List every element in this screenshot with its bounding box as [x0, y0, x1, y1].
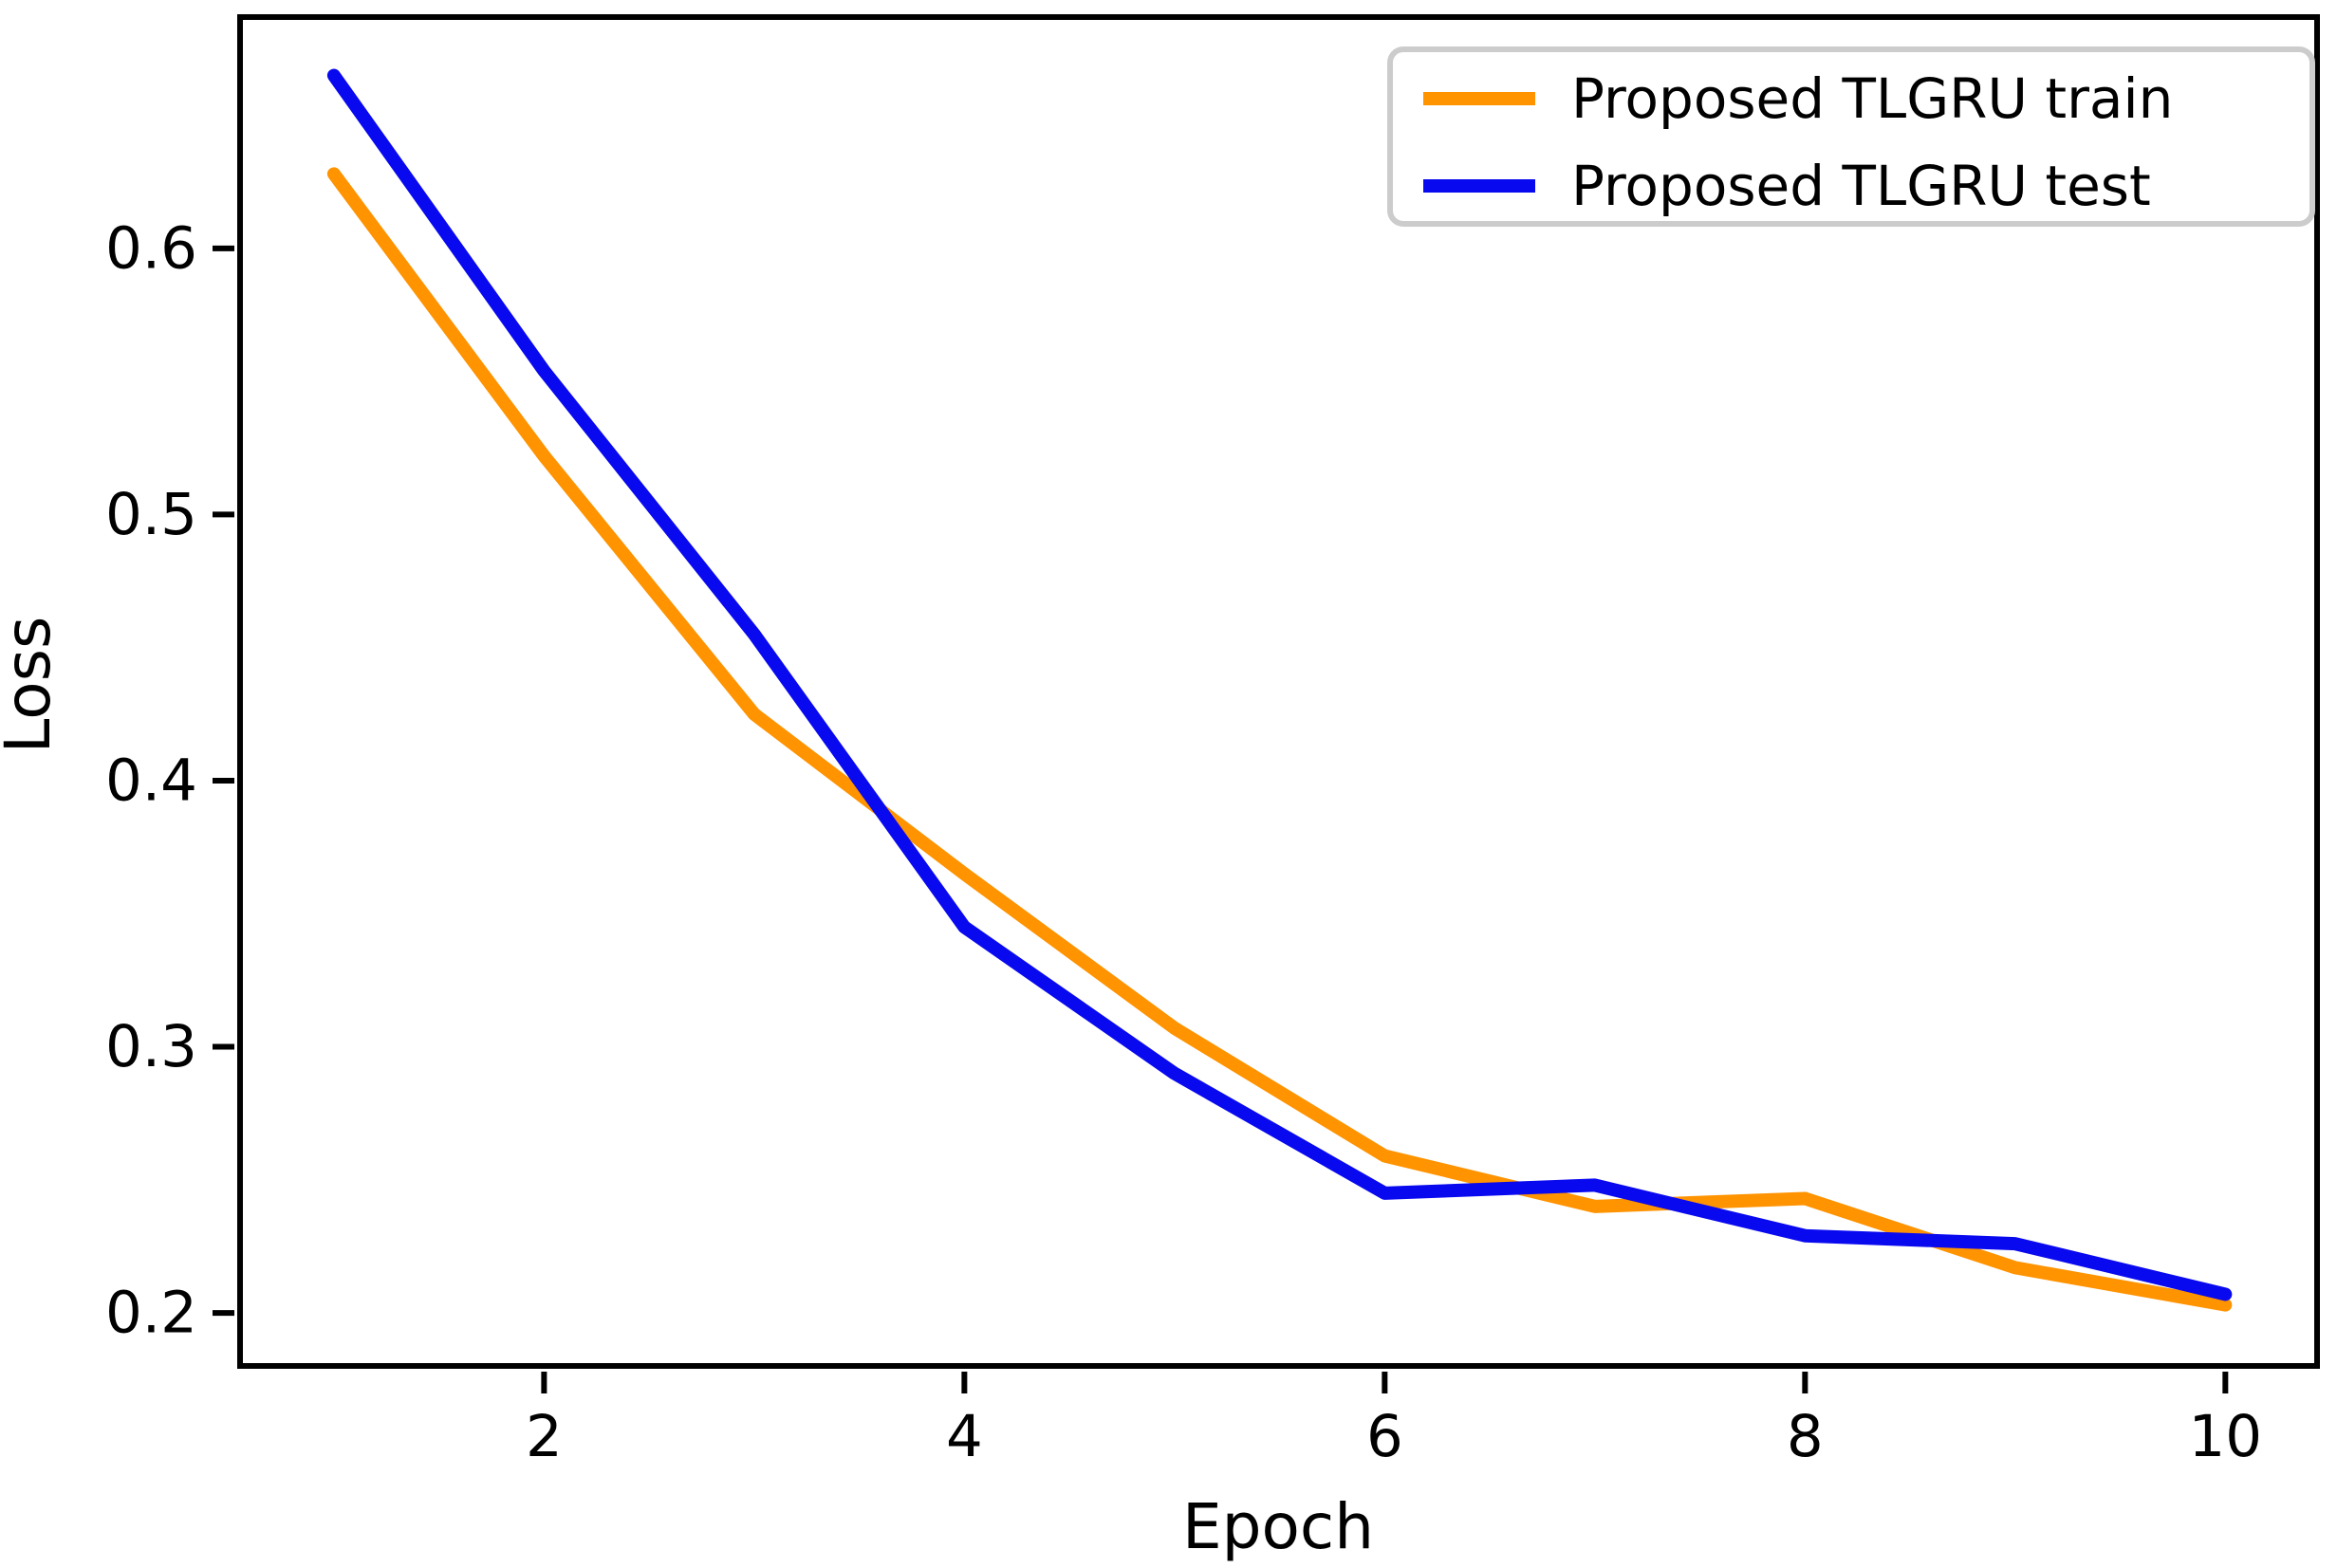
- x-tick-label: 10: [2189, 1403, 2263, 1470]
- x-tick-label: 2: [526, 1403, 563, 1470]
- x-tick-label: 6: [1366, 1403, 1403, 1470]
- legend-train-label: Proposed TLGRU train: [1571, 66, 2173, 131]
- y-tick-label: 0.6: [105, 214, 197, 282]
- train-loss-line: [326, 167, 2233, 1312]
- x-tick-label: 8: [1787, 1403, 1824, 1470]
- y-tick-label: 0.5: [105, 481, 197, 548]
- y-tick-label: 0.4: [105, 747, 197, 814]
- plot-frame: [237, 14, 2320, 1369]
- y-axis-ticks: 0.2 0.3 0.4 0.5 0.6: [105, 214, 234, 1347]
- legend-box: [1387, 46, 2315, 227]
- test-loss-line: [326, 68, 2233, 1301]
- y-tick-label: 0.2: [105, 1280, 197, 1347]
- y-axis-label: Loss: [0, 617, 65, 754]
- x-axis-label: Epoch: [1182, 1490, 1374, 1563]
- legend-test-label: Proposed TLGRU test: [1571, 154, 2151, 218]
- y-tick-label: 0.3: [105, 1013, 197, 1080]
- x-axis-ticks: 2 4 6 8 10: [526, 1372, 2262, 1470]
- series-lines: [326, 68, 2233, 1312]
- legend: Proposed TLGRU train Proposed TLGRU test: [1387, 46, 2315, 227]
- x-tick-label: 4: [946, 1403, 983, 1470]
